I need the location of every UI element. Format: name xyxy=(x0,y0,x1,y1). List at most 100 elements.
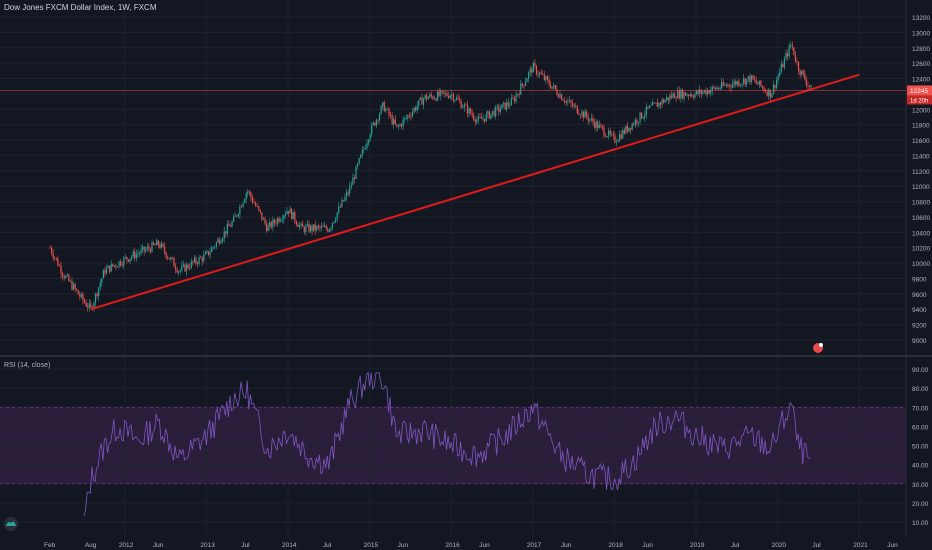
rsi-chart[interactable]: 90.00 80.00 70.00 60.00 50.00 40.00 30.00 20.00… xyxy=(0,357,932,537)
candle-body xyxy=(738,81,740,86)
candle-body xyxy=(233,216,235,222)
candle-body xyxy=(353,177,356,179)
candle-body xyxy=(339,206,341,208)
candle-body xyxy=(129,258,131,262)
candle-body xyxy=(562,99,564,101)
candle-body xyxy=(683,92,685,99)
candle-body xyxy=(587,116,589,121)
price-tick-label: 11200 xyxy=(912,169,930,176)
candle-body xyxy=(336,212,338,220)
candle-body xyxy=(545,76,547,80)
candle-body xyxy=(80,293,83,297)
time-tick-label: Jul xyxy=(812,542,821,549)
candle-body xyxy=(757,82,759,85)
candle-body xyxy=(733,81,735,85)
candle-body xyxy=(474,119,476,123)
candle-body xyxy=(680,89,682,99)
candle-body xyxy=(543,74,545,80)
candle-body xyxy=(404,117,406,120)
candle-body xyxy=(261,212,263,220)
time-tick-label: Jun xyxy=(479,542,490,549)
candle-body xyxy=(297,224,299,228)
time-tick-label: Jun xyxy=(398,542,409,549)
candle-body xyxy=(294,212,296,222)
time-tick-label: 2019 xyxy=(690,542,705,549)
candle-body xyxy=(198,257,200,264)
candle-body xyxy=(477,116,480,120)
candle-body xyxy=(79,294,81,297)
candle-body xyxy=(769,89,771,98)
candle-body xyxy=(207,251,210,256)
candle-body xyxy=(386,108,389,110)
candle-body xyxy=(88,303,90,308)
candle-body xyxy=(174,266,177,270)
candle-body xyxy=(749,76,751,83)
candle-body xyxy=(593,122,596,128)
price-chart[interactable]: 1320013000128001260012400122001200011800… xyxy=(0,0,932,356)
candle-body xyxy=(761,86,764,88)
candle-body xyxy=(185,264,188,272)
time-axis[interactable]: Feb Aug 2012 Jun 2013 Jul 2014 Jul 2015 Jun 2016 Ju… xyxy=(0,537,932,550)
candle-body xyxy=(135,254,137,259)
candle-body xyxy=(335,219,337,222)
candle-body xyxy=(746,78,748,85)
candle-body xyxy=(747,76,749,79)
candle-body xyxy=(120,261,122,266)
candle-body xyxy=(52,253,54,258)
candle-body xyxy=(615,141,618,143)
candle-body xyxy=(452,94,454,101)
candle-body xyxy=(356,163,359,167)
candle-body xyxy=(528,72,530,79)
candle-body xyxy=(797,61,800,72)
candle-body xyxy=(319,226,321,228)
candle-body xyxy=(637,122,640,124)
candle-body xyxy=(501,104,503,110)
candle-body xyxy=(763,87,765,91)
candle-body xyxy=(201,257,203,262)
candle-body xyxy=(736,81,738,85)
candle-body xyxy=(96,293,98,297)
candle-body xyxy=(324,225,326,227)
candle-body xyxy=(502,102,505,105)
candle-body xyxy=(187,264,189,268)
candle-body xyxy=(771,93,773,98)
candle-body xyxy=(752,75,754,80)
candle-body xyxy=(394,119,396,125)
price-chart-panel[interactable]: 1320013000128001260012400122001200011800… xyxy=(0,0,932,356)
candle-body xyxy=(573,105,575,107)
candle-body xyxy=(342,200,345,202)
candle-body xyxy=(565,100,567,103)
rsi-panel[interactable]: 90.00 80.00 70.00 60.00 50.00 40.00 30.00 20.00… xyxy=(0,357,932,537)
candle-body xyxy=(509,105,511,107)
candle-body xyxy=(440,90,442,96)
candle-body xyxy=(178,271,180,273)
candle-body xyxy=(728,84,731,87)
candle-body xyxy=(142,246,144,250)
candle-body xyxy=(725,84,727,86)
rsi-tick-label: 30.00 xyxy=(912,482,929,489)
candle-body xyxy=(727,84,729,86)
candle-body xyxy=(60,265,62,274)
candle-body xyxy=(270,222,272,228)
pane-divider[interactable] xyxy=(0,355,932,357)
candle-body xyxy=(316,226,318,231)
candle-body xyxy=(454,99,456,101)
candle-body xyxy=(63,276,65,279)
candle-body xyxy=(192,261,194,263)
candle-body xyxy=(228,224,230,227)
candle-body xyxy=(358,158,360,164)
price-tick-label: 13000 xyxy=(912,30,930,37)
candle-body xyxy=(104,270,106,274)
candle-body xyxy=(309,225,312,232)
price-tick-label: 10200 xyxy=(912,246,930,253)
candle-body xyxy=(239,206,241,215)
candle-body xyxy=(443,91,445,94)
candle-body xyxy=(586,111,588,117)
candle-body xyxy=(702,92,704,94)
time-tick-label: Jul xyxy=(731,542,740,549)
cloud-icon xyxy=(6,521,16,526)
candle-body xyxy=(581,111,583,116)
candle-body xyxy=(700,89,702,94)
candle-body xyxy=(432,96,434,99)
candle-body xyxy=(567,100,569,102)
